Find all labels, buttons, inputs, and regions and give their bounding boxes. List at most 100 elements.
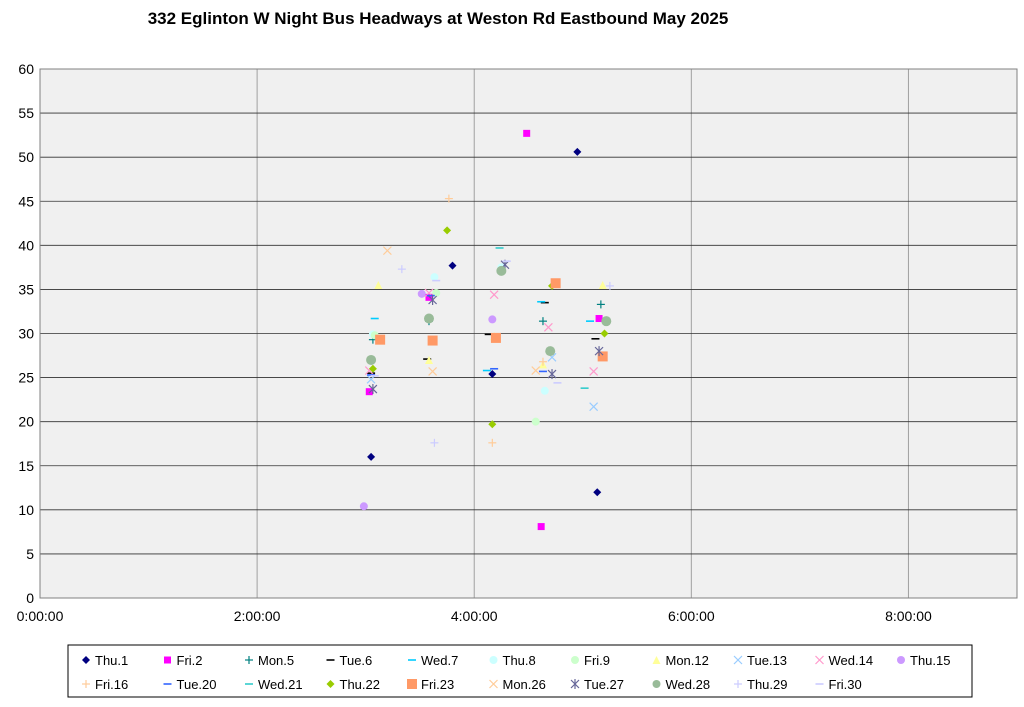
y-tick-label: 15 [18, 458, 34, 474]
legend-marker [652, 680, 661, 688]
legend-item: Wed.21 [245, 677, 303, 692]
legend-item: Wed.14 [815, 653, 874, 668]
data-point [367, 452, 376, 461]
y-tick-label: 60 [18, 61, 34, 77]
data-point [443, 226, 452, 235]
y-tick-label: 55 [18, 105, 34, 121]
data-point [597, 351, 608, 362]
legend-marker [407, 679, 417, 689]
data-point [430, 438, 439, 447]
data-point [382, 246, 392, 256]
legend-label: Tue.13 [747, 653, 787, 668]
legend-item: Thu.22 [326, 677, 380, 692]
legend-marker [489, 679, 498, 689]
y-tick-label: 0 [26, 590, 34, 606]
legend-item: Thu.1 [82, 653, 128, 668]
legend-marker [815, 655, 824, 665]
data-point [598, 281, 607, 290]
legend-label: Mon.5 [258, 653, 294, 668]
legend-box [67, 644, 973, 698]
y-tick-labels: 0 5 10 15 20 25 30 35 40 45 50 55 60 [18, 61, 34, 606]
data-point [550, 278, 561, 289]
legend-label: Wed.7 [421, 653, 458, 668]
legend-label: Fri.30 [829, 677, 862, 692]
legend-label: Fri.16 [95, 677, 128, 692]
chart-title: 332 Eglinton W Night Bus Headways at Wes… [148, 9, 729, 28]
y-tick-label: 10 [18, 502, 34, 518]
legend-marker [326, 680, 335, 688]
legend-item: Thu.8 [489, 653, 536, 668]
legend-item: Tue.27 [570, 677, 624, 692]
legend-marker [652, 656, 661, 664]
data-point [489, 290, 499, 300]
legend-marker [164, 656, 171, 664]
data-point [496, 265, 507, 276]
legend-item: Tue.20 [163, 677, 217, 692]
data-point [366, 354, 377, 365]
y-tick-label: 50 [18, 149, 34, 165]
legend-item: Mon.12 [652, 653, 709, 668]
data-point [488, 420, 497, 429]
data-point [573, 147, 582, 156]
legend-marker [82, 656, 90, 664]
data-point [448, 261, 457, 270]
data-point [444, 194, 453, 203]
data-point [605, 281, 614, 290]
legend-item: Fri.23 [407, 677, 454, 692]
legend-item: Mon.26 [489, 677, 546, 692]
series-mon-26 [382, 246, 541, 376]
data-point [594, 346, 604, 357]
legend-items: Thu.1 Fri.2 Mon.5 Tue.6 Wed.7 Thu.8 Fri.9 Mon.1… [82, 653, 950, 692]
legend-item: Fri.30 [815, 677, 862, 692]
y-tick-label: 40 [18, 237, 34, 253]
data-point [428, 294, 438, 305]
legend-item: Thu.15 [897, 653, 950, 668]
data-point [359, 502, 368, 511]
y-tick-label: 35 [18, 281, 34, 297]
data-point [374, 281, 383, 290]
legend-label: Fri.23 [421, 677, 454, 692]
data-point [593, 488, 602, 497]
x-tick-label: 0:00:00 [17, 608, 64, 624]
series-fri-23 [375, 278, 608, 362]
data-points [359, 129, 614, 531]
horizontal-gridlines [40, 68, 1017, 599]
legend-label: Fri.2 [177, 653, 203, 668]
y-tick-label: 45 [18, 193, 34, 209]
series-wed-14 [364, 288, 599, 376]
legend-marker [897, 656, 905, 664]
legend-label: Wed.14 [829, 653, 874, 668]
data-point [365, 388, 373, 396]
legend-marker [489, 656, 498, 664]
y-tick-label: 20 [18, 414, 34, 430]
series-wed-28 [366, 265, 612, 365]
x-tick-label: 6:00:00 [668, 608, 715, 624]
legend-label: Tue.20 [177, 677, 217, 692]
data-point [531, 366, 541, 375]
data-point [375, 334, 386, 345]
legend-label: Thu.22 [340, 677, 380, 692]
data-point [488, 438, 497, 447]
legend-label: Thu.8 [503, 653, 536, 668]
legend-item: Thu.29 [734, 677, 787, 692]
legend-label: Fri.9 [584, 653, 610, 668]
data-point [589, 366, 599, 376]
legend-marker [571, 656, 579, 664]
data-point [540, 386, 549, 395]
series-thu-15 [359, 289, 497, 511]
data-point [538, 317, 547, 326]
data-point [430, 273, 439, 282]
data-point [601, 316, 612, 327]
data-point [545, 346, 556, 357]
data-point [523, 129, 531, 137]
legend-marker [570, 679, 580, 689]
legend-item: Fri.16 [82, 677, 128, 692]
y-tick-label: 25 [18, 370, 34, 386]
x-tick-label: 2:00:00 [234, 608, 281, 624]
data-point [368, 364, 377, 373]
data-point [428, 366, 438, 376]
legend-label: Thu.1 [95, 653, 128, 668]
x-tick-labels: 0:00:00 2:00:00 4:00:00 6:00:00 8:00:00 [17, 608, 932, 624]
